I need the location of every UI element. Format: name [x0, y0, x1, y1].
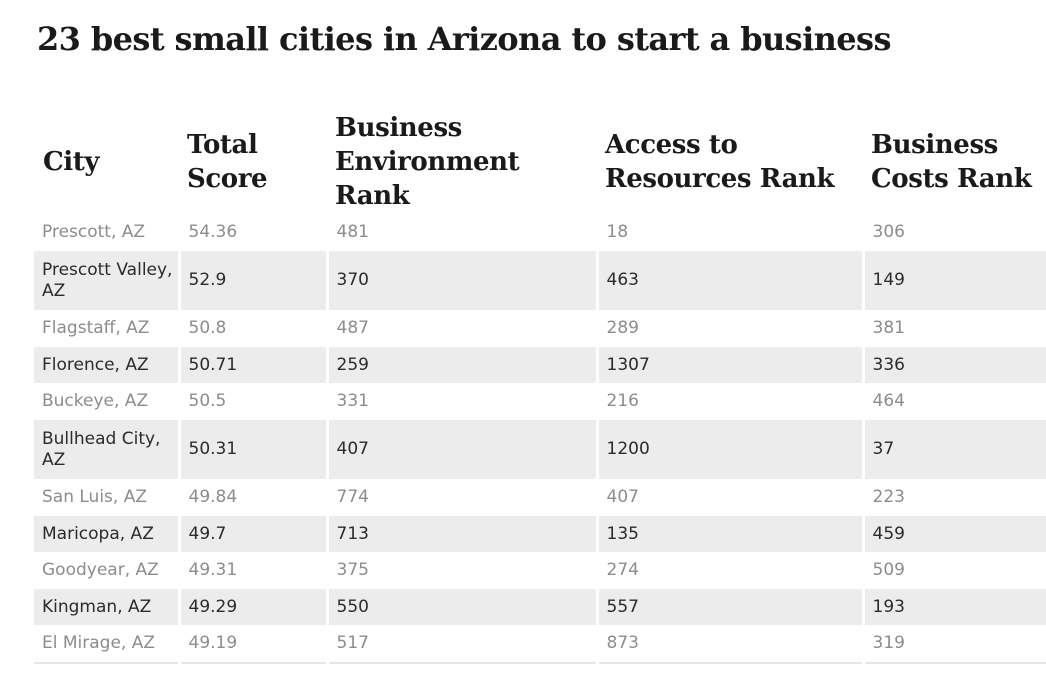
cell-city: Kingman, AZ [34, 589, 181, 625]
cell-business-costs-rank: 464 [863, 383, 1046, 420]
cell-business-costs-rank: 193 [863, 589, 1046, 625]
cell-city: Maricopa, AZ [34, 516, 181, 552]
cell-access-to-resources-rank: 557 [597, 589, 865, 625]
cell-business-costs-rank: 223 [863, 479, 1046, 516]
cell-business-environment-rank: 375 [327, 552, 599, 589]
cell-business-environment-rank: 517 [327, 625, 599, 664]
cell-access-to-resources-rank: 135 [597, 516, 865, 552]
column-header-business-environment-rank: Business Environment Rank [335, 113, 520, 211]
cell-business-environment-rank: 370 [327, 251, 599, 310]
cell-business-environment-rank: 407 [327, 420, 599, 479]
table-row: El Mirage, AZ 49.19 517 873 319 [34, 625, 1046, 664]
cell-business-environment-rank: 481 [327, 214, 599, 251]
cell-business-costs-rank: 509 [863, 552, 1046, 589]
column-header-city: City [43, 147, 100, 177]
cell-total-score: 49.29 [179, 589, 329, 625]
cell-access-to-resources-rank: 18 [597, 214, 865, 251]
column-header-access-to-resources-rank: Access to Resources Rank [605, 130, 835, 194]
cell-business-environment-rank: 487 [327, 310, 599, 347]
cell-business-costs-rank: 37 [863, 420, 1046, 479]
cell-total-score: 49.84 [179, 479, 329, 516]
table-row: Kingman, AZ 49.29 550 557 193 [34, 589, 1046, 625]
cell-city: Buckeye, AZ [34, 383, 181, 420]
ranking-table: City Total Score Business Environment Ra… [34, 110, 1046, 664]
table-row: Maricopa, AZ 49.7 713 135 459 [34, 516, 1046, 552]
cell-access-to-resources-rank: 407 [597, 479, 865, 516]
cell-business-costs-rank: 336 [863, 347, 1046, 383]
table-row: Prescott Valley, AZ 52.9 370 463 149 [34, 251, 1046, 310]
table-row: Bullhead City, AZ 50.31 407 1200 37 [34, 420, 1046, 479]
cell-total-score: 49.31 [179, 552, 329, 589]
cell-business-environment-rank: 331 [327, 383, 599, 420]
cell-city: El Mirage, AZ [34, 625, 181, 664]
cell-business-environment-rank: 774 [327, 479, 599, 516]
cell-total-score: 52.9 [179, 251, 329, 310]
cell-business-costs-rank: 459 [863, 516, 1046, 552]
cell-total-score: 54.36 [179, 214, 329, 251]
cell-total-score: 50.5 [179, 383, 329, 420]
table-row: Flagstaff, AZ 50.8 487 289 381 [34, 310, 1046, 347]
cell-total-score: 49.19 [179, 625, 329, 664]
column-header-business-costs-rank: Business Costs Rank [871, 130, 1032, 194]
cell-city: Prescott Valley, AZ [34, 251, 181, 310]
cell-access-to-resources-rank: 873 [597, 625, 865, 664]
cell-access-to-resources-rank: 1200 [597, 420, 865, 479]
header-row: City Total Score Business Environment Ra… [34, 110, 1046, 214]
cell-access-to-resources-rank: 463 [597, 251, 865, 310]
cell-city: Flagstaff, AZ [34, 310, 181, 347]
cell-city: Florence, AZ [34, 347, 181, 383]
cell-business-costs-rank: 319 [863, 625, 1046, 664]
table-row: Buckeye, AZ 50.5 331 216 464 [34, 383, 1046, 420]
column-header-total-score: Total Score [187, 130, 268, 194]
cell-city: San Luis, AZ [34, 479, 181, 516]
page-title: 23 best small cities in Arizona to start… [37, 20, 891, 58]
cell-total-score: 50.71 [179, 347, 329, 383]
cell-business-costs-rank: 381 [863, 310, 1046, 347]
cell-access-to-resources-rank: 289 [597, 310, 865, 347]
cell-total-score: 49.7 [179, 516, 329, 552]
table-header: City Total Score Business Environment Ra… [34, 110, 1046, 214]
cell-business-environment-rank: 550 [327, 589, 599, 625]
cell-business-environment-rank: 259 [327, 347, 599, 383]
cell-total-score: 50.8 [179, 310, 329, 347]
table-row: San Luis, AZ 49.84 774 407 223 [34, 479, 1046, 516]
cell-business-environment-rank: 713 [327, 516, 599, 552]
table-row: Goodyear, AZ 49.31 375 274 509 [34, 552, 1046, 589]
cell-access-to-resources-rank: 274 [597, 552, 865, 589]
cell-city: Bullhead City, AZ [34, 420, 181, 479]
cell-total-score: 50.31 [179, 420, 329, 479]
cell-access-to-resources-rank: 1307 [597, 347, 865, 383]
cell-business-costs-rank: 306 [863, 214, 1046, 251]
table-body: Prescott, AZ 54.36 481 18 306 Prescott V… [34, 214, 1046, 664]
table-row: Florence, AZ 50.71 259 1307 336 [34, 347, 1046, 383]
table-row: Prescott, AZ 54.36 481 18 306 [34, 214, 1046, 251]
cell-access-to-resources-rank: 216 [597, 383, 865, 420]
cell-business-costs-rank: 149 [863, 251, 1046, 310]
cell-city: Goodyear, AZ [34, 552, 181, 589]
cell-city: Prescott, AZ [34, 214, 181, 251]
